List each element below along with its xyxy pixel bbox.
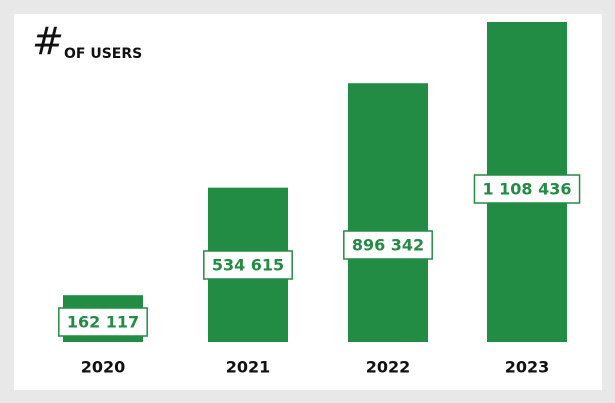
value-label: 896 342 [352, 236, 424, 255]
chart-title: # [32, 20, 64, 64]
value-label-box [343, 230, 433, 260]
x-tick-label: 2023 [505, 358, 550, 377]
bar [348, 83, 428, 342]
value-label: 1 108 436 [482, 180, 571, 199]
x-tick-label: 2020 [81, 358, 126, 377]
value-label-box [203, 250, 293, 280]
value-label: 162 117 [67, 313, 139, 332]
value-label: 534 615 [212, 256, 284, 275]
chart-subtitle: OF USERS [64, 46, 142, 62]
value-label-box [58, 307, 148, 337]
value-label-box [473, 174, 581, 204]
x-tick-label: 2022 [366, 358, 411, 377]
x-tick-label: 2021 [226, 358, 271, 377]
